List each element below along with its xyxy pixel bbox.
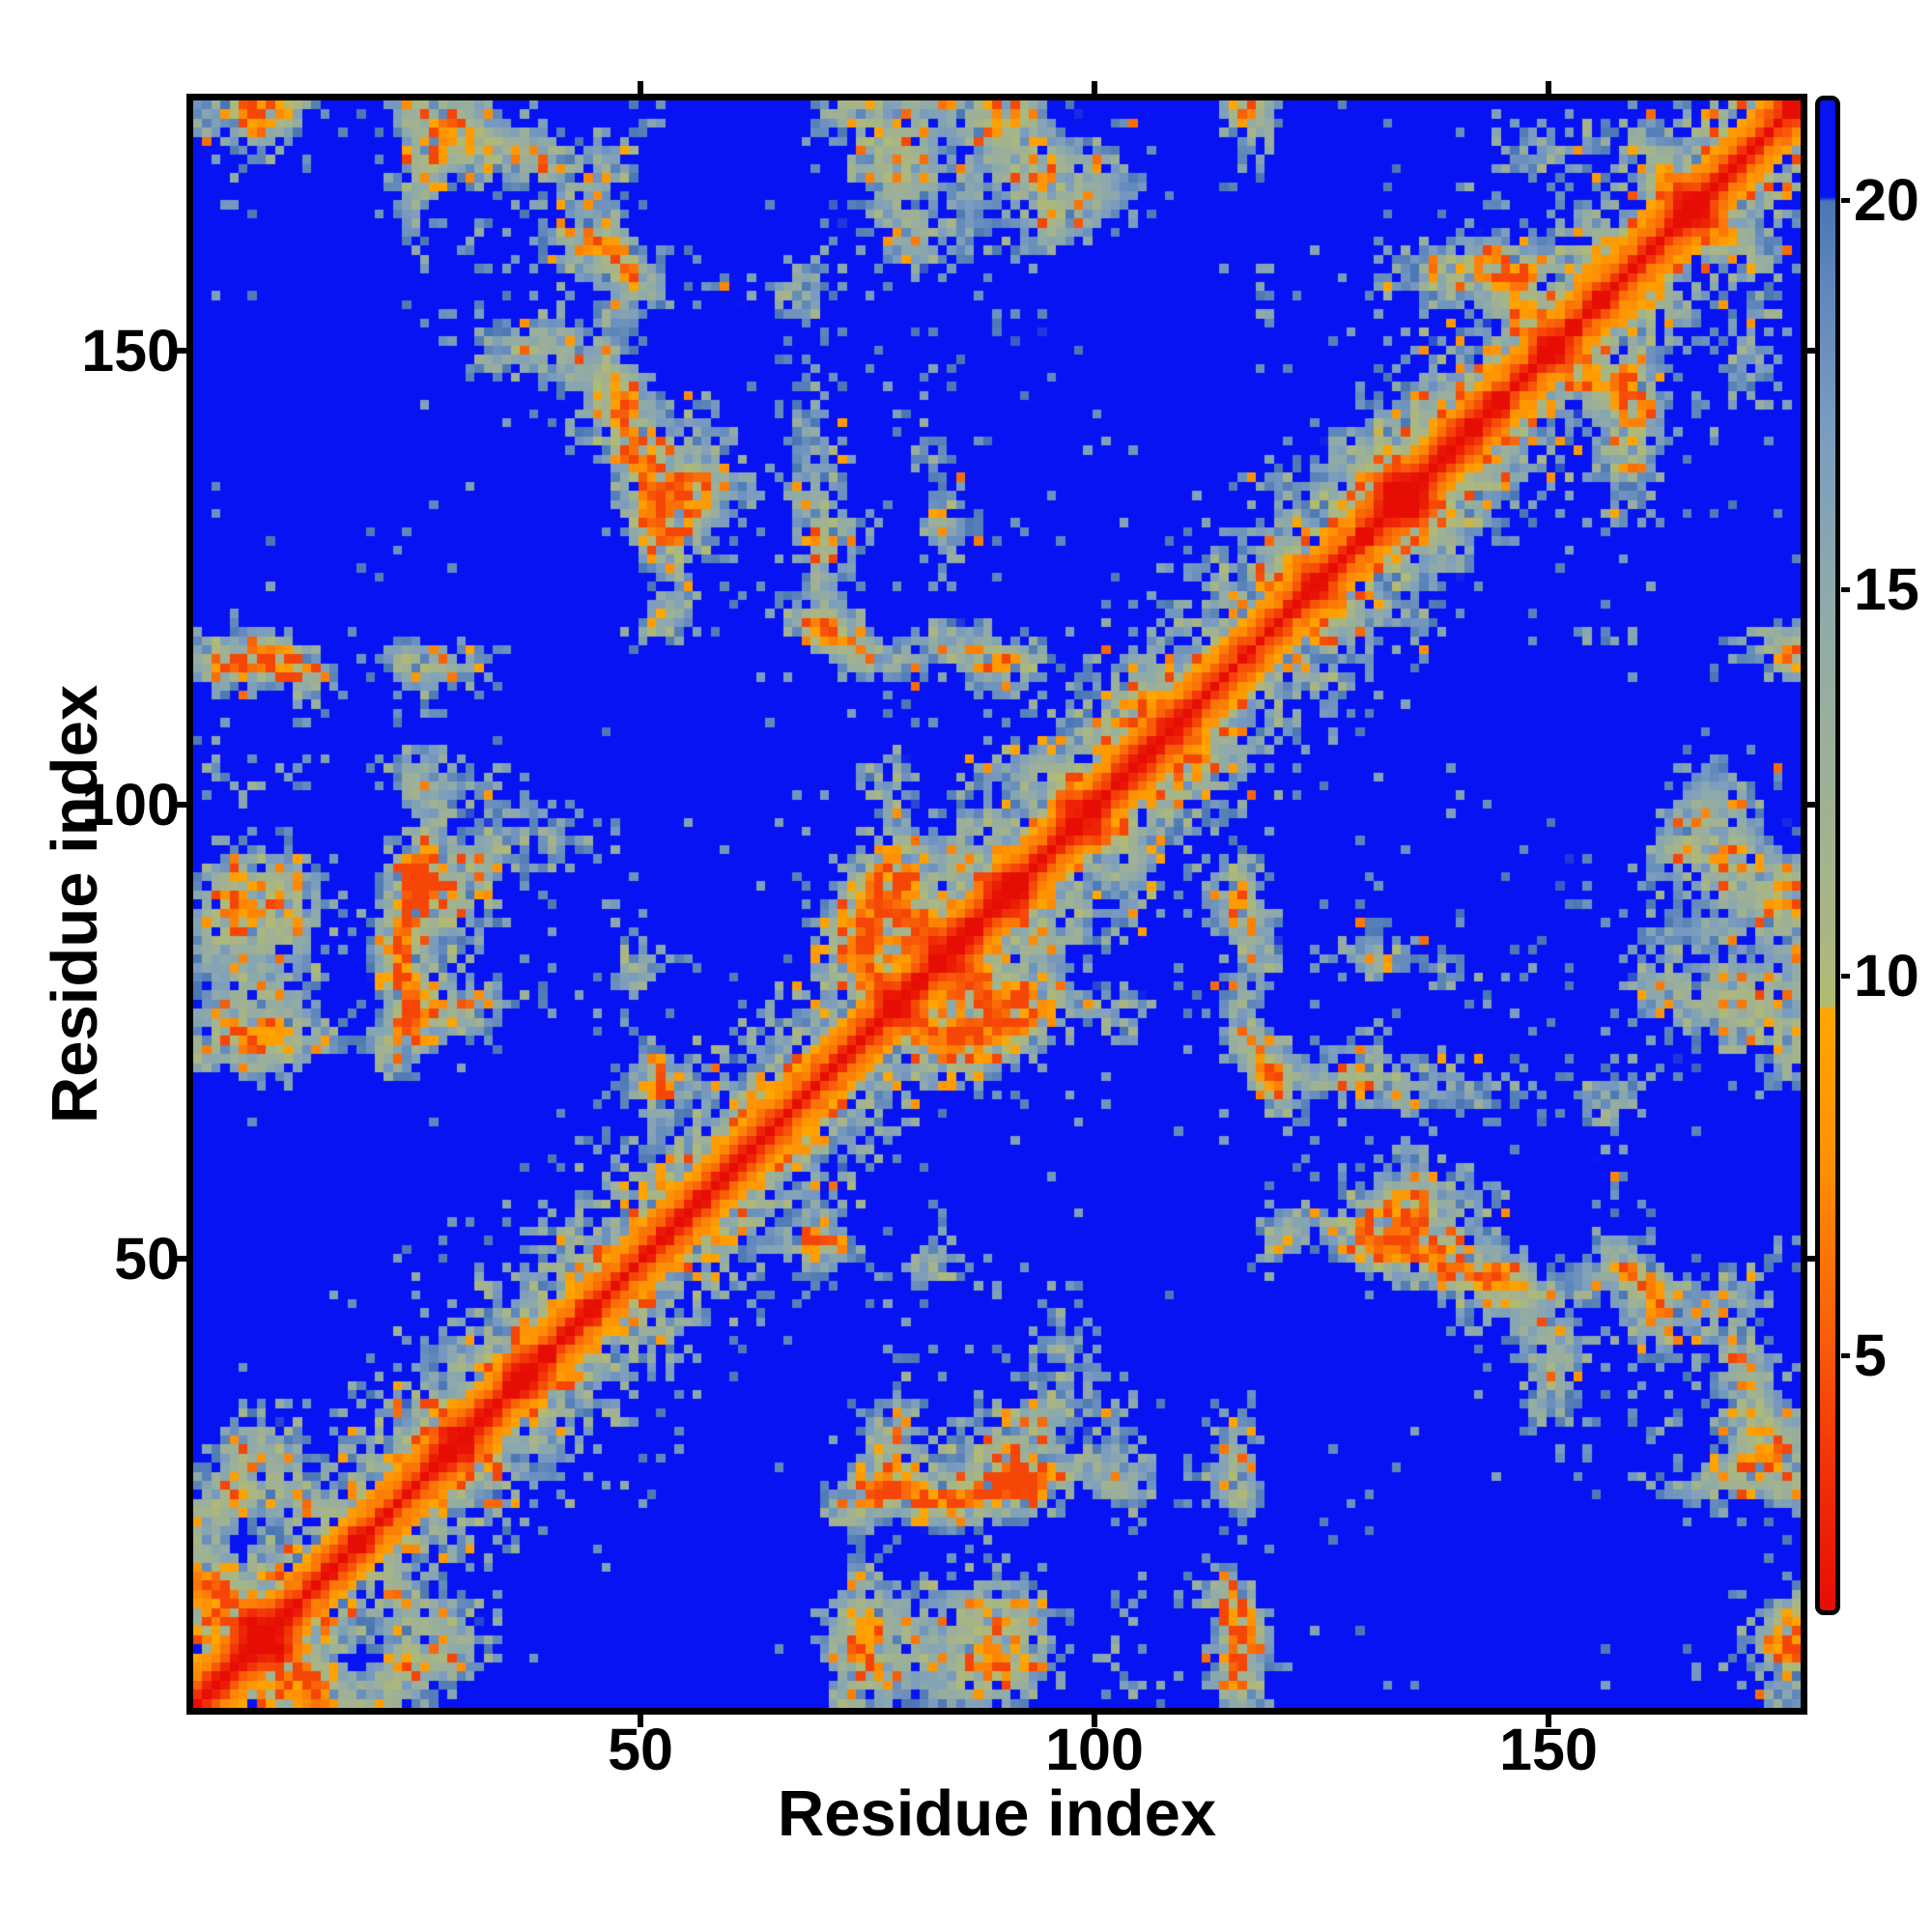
x-axis-top-tick-150	[1546, 81, 1551, 94]
y-axis-right-tick-100	[1807, 802, 1820, 808]
colorbar-frame	[1815, 96, 1840, 1615]
y-tick-label-150: 150	[81, 318, 180, 384]
x-axis-tick-50	[638, 1715, 643, 1727]
colorbar-tick-15	[1841, 587, 1850, 592]
x-tick-label-150: 150	[1499, 1717, 1598, 1782]
y-axis-label: Residue index	[39, 684, 111, 1124]
colorbar-tick-20	[1841, 198, 1850, 203]
colorbar-tick-10	[1841, 974, 1850, 979]
x-axis-label: Residue index	[777, 1777, 1217, 1850]
y-axis-tick-100	[174, 802, 186, 808]
colorbar-tick-label-5: 5	[1854, 1322, 1887, 1388]
x-tick-label-100: 100	[1045, 1717, 1144, 1782]
colorbar-tick-label-10: 10	[1854, 943, 1919, 1009]
colorbar-tick-5	[1841, 1353, 1850, 1358]
x-axis-top-tick-100	[1092, 81, 1097, 94]
heatmap-canvas	[193, 100, 1801, 1708]
colorbar-canvas	[1820, 100, 1835, 1610]
x-axis-top-tick-50	[638, 81, 643, 94]
y-axis-right-tick-150	[1807, 348, 1820, 354]
y-axis-tick-50	[174, 1256, 186, 1262]
x-axis-tick-100	[1092, 1715, 1097, 1727]
heatmap-frame	[186, 94, 1807, 1715]
y-axis-tick-150	[174, 348, 186, 354]
x-tick-label-50: 50	[608, 1717, 673, 1782]
y-tick-label-50: 50	[114, 1226, 180, 1292]
x-axis-tick-150	[1546, 1715, 1551, 1727]
y-axis-right-tick-50	[1807, 1256, 1820, 1262]
colorbar-tick-label-15: 15	[1854, 556, 1919, 622]
colorbar-tick-label-20: 20	[1854, 167, 1919, 233]
y-tick-label-100: 100	[81, 772, 180, 838]
